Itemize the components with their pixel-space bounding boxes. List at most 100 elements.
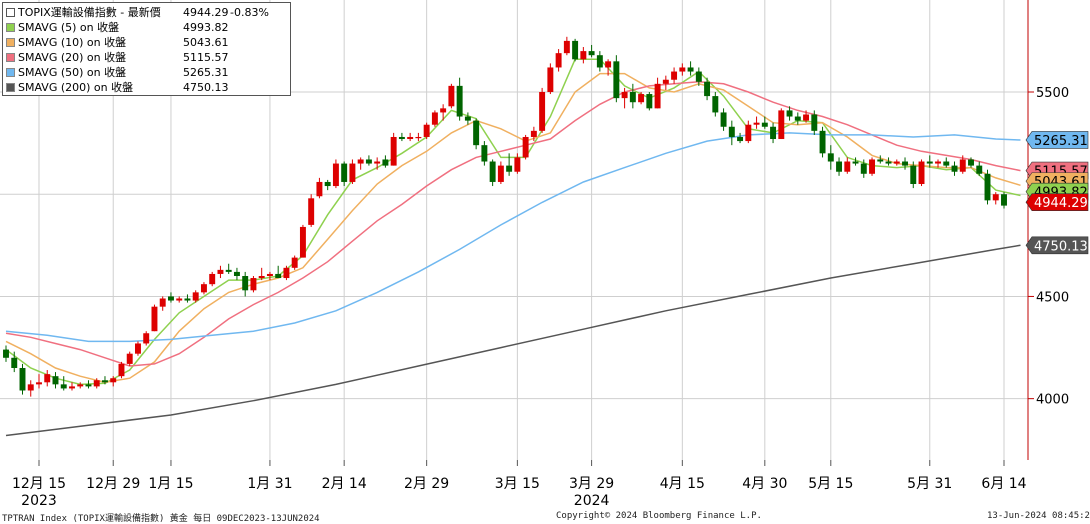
- candle-body: [126, 353, 133, 364]
- candle-body: [572, 40, 579, 60]
- legend-row-sma20: SMAVG (20) on 收盤 5115.57: [6, 50, 229, 64]
- last-value-label: 4750.13: [1034, 239, 1088, 254]
- candle-body: [456, 85, 463, 117]
- candle-body: [473, 120, 480, 146]
- candle-body: [398, 136, 405, 140]
- legend-row-sma10: SMAVG (10) on 收盤 5043.61: [6, 35, 229, 49]
- candle-body: [332, 163, 339, 187]
- series-line: [5, 132, 1021, 343]
- legend-value: 5115.57: [183, 50, 229, 64]
- legend-swatch-price: [6, 7, 15, 17]
- candle-body: [60, 384, 67, 389]
- series-line: [5, 72, 1021, 384]
- candle-body: [687, 67, 694, 72]
- candle-body: [176, 298, 183, 301]
- candle-body: [299, 226, 306, 258]
- candle-body: [662, 79, 669, 84]
- candle-body: [242, 276, 249, 291]
- candle-body: [200, 284, 207, 293]
- candle-body: [118, 363, 125, 377]
- candle-body: [819, 130, 826, 154]
- candle-body: [497, 165, 504, 182]
- candle-body: [539, 92, 546, 131]
- candle-body: [415, 136, 422, 139]
- footer-source: TPTRAN Index (TOPIX運輸設備指數) 黃金 每日 09DEC20…: [2, 514, 320, 524]
- legend-row-sma5: SMAVG (5) on 收盤 4993.82: [6, 20, 229, 34]
- candle-body: [159, 298, 166, 307]
- candle-body: [167, 296, 174, 301]
- x-tick-label: 1月 31: [247, 476, 292, 492]
- candle-body: [266, 273, 273, 276]
- candle-body: [481, 145, 488, 162]
- legend-value: 5043.61: [183, 35, 229, 49]
- candle-body: [720, 112, 727, 127]
- candle-body: [869, 159, 876, 174]
- last-value-tag: [1025, 193, 1089, 212]
- candle-body: [308, 198, 315, 225]
- x-year-label: 2023: [21, 493, 57, 509]
- candle-body: [143, 333, 150, 344]
- candle-body: [563, 40, 570, 54]
- candle-body: [3, 349, 9, 358]
- x-tick-label: 12月 29: [86, 476, 140, 492]
- candle-body: [737, 136, 744, 142]
- candle-body: [918, 161, 925, 184]
- candle-body: [374, 161, 381, 164]
- candle-body: [36, 382, 42, 385]
- candle-body: [324, 181, 331, 187]
- candle-body: [671, 71, 678, 80]
- candle-body: [613, 61, 620, 99]
- candle-body: [390, 136, 397, 166]
- x-year-label: 2024: [574, 493, 610, 509]
- candle-body: [877, 159, 884, 162]
- candle-body: [761, 122, 768, 127]
- candle-body: [514, 157, 521, 172]
- legend-value: 4750.13: [183, 80, 229, 94]
- candle-body: [506, 165, 513, 172]
- candle-body: [44, 374, 51, 383]
- candle-body: [365, 159, 372, 164]
- candle-body: [19, 368, 26, 391]
- candle-body: [794, 116, 801, 121]
- candle-body: [192, 292, 199, 301]
- candle-body: [976, 165, 983, 174]
- last-value-label: 5265.31: [1034, 134, 1088, 149]
- x-tick-label: 1月 15: [148, 476, 193, 492]
- candle-body: [209, 273, 216, 285]
- candle-body: [704, 81, 711, 97]
- candle-body: [440, 108, 447, 113]
- candle-body: [382, 159, 389, 166]
- candle-body: [770, 126, 777, 140]
- last-value-tag: [1025, 236, 1089, 255]
- candle-body: [984, 173, 991, 201]
- x-tick-label: 5月 15: [808, 476, 853, 492]
- candle-body: [85, 384, 92, 387]
- legend-label: SMAVG (200) on 收盤: [18, 81, 134, 94]
- candle-body: [893, 161, 900, 164]
- candle-body: [530, 130, 537, 137]
- legend-swatch-sma20: [6, 52, 15, 62]
- candle-body: [778, 110, 785, 140]
- legend-label: SMAVG (20) on 收盤: [18, 51, 127, 64]
- candle-body: [464, 116, 471, 121]
- candle-body: [926, 161, 933, 164]
- candle-body: [225, 269, 232, 272]
- x-tick-label: 4月 30: [742, 476, 787, 492]
- legend-label: TOPIX運輸設備指數 - 最新價: [18, 6, 161, 19]
- moving-average-lines: [5, 58, 1021, 437]
- candle-body: [943, 161, 950, 166]
- y-axis-ticks: 4000 4500 5500: [1028, 86, 1069, 408]
- candle-body: [93, 380, 100, 387]
- candle-body: [217, 269, 224, 274]
- candle-body: [27, 384, 34, 391]
- candle-body: [489, 161, 496, 182]
- candle-body: [852, 161, 859, 164]
- legend-swatch-sma200: [6, 82, 15, 92]
- candle-body: [935, 161, 941, 164]
- candle-body: [992, 194, 999, 201]
- candle-body: [233, 271, 240, 276]
- footer-copyright: Copyright© 2024 Bloomberg Finance L.P.: [556, 511, 762, 521]
- x-tick-label: 2月 14: [322, 476, 367, 492]
- candle-body: [77, 384, 84, 387]
- candle-body: [134, 343, 141, 354]
